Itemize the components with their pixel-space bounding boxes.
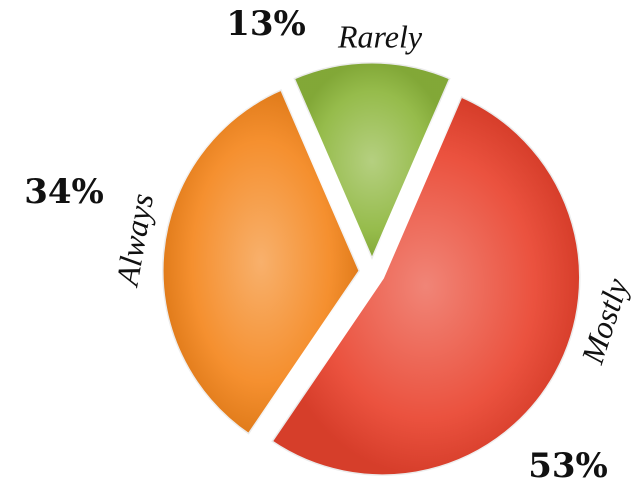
slice-shine bbox=[162, 89, 361, 435]
slice-label: Mostly bbox=[574, 273, 636, 369]
slice-percent: 13% bbox=[226, 4, 306, 44]
slice-label: Rarely bbox=[337, 18, 423, 54]
slice-shine bbox=[293, 61, 451, 260]
slice-label: Always bbox=[108, 191, 160, 290]
slice-percent: 53% bbox=[528, 446, 608, 486]
slice-shine bbox=[271, 96, 581, 476]
slice-percent: 34% bbox=[24, 172, 104, 212]
